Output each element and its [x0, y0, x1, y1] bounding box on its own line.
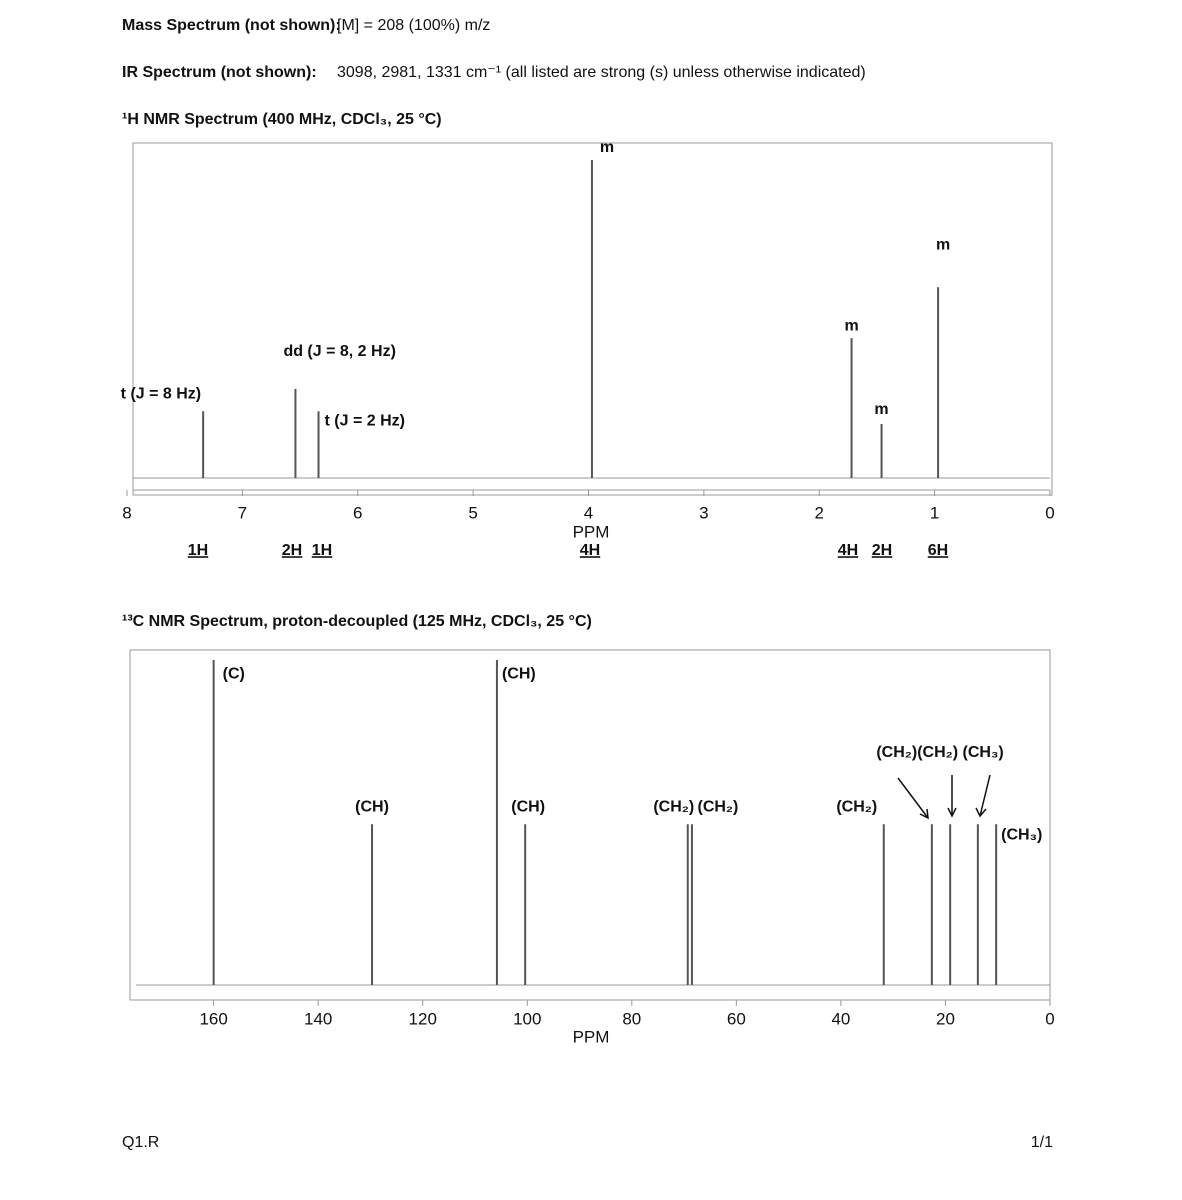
mass-text: [M] = 208 (100%) m/z [337, 17, 490, 34]
peak-label: (CH) [502, 665, 536, 682]
peak-label: m [936, 236, 950, 253]
integration: 1H [188, 542, 208, 559]
integration: 1H [312, 542, 332, 559]
integration: 6H [928, 542, 948, 559]
x-tick-label: 2 [815, 503, 824, 522]
c-frame [129, 649, 1051, 1001]
x-axis-label: PPM [573, 522, 610, 541]
x-tick-label: 20 [936, 1009, 955, 1028]
x-tick-label: 0 [1045, 1009, 1054, 1028]
peak-label: (CH₂) [836, 798, 877, 815]
x-tick-label: 1 [930, 503, 939, 522]
peak-label: m [874, 401, 888, 418]
peak-label: m [600, 139, 614, 156]
x-tick-label: 3 [699, 503, 708, 522]
x-tick-label: 4 [584, 503, 593, 522]
ir-label: IR Spectrum (not shown): [122, 64, 317, 81]
x-tick-label: 80 [622, 1009, 641, 1028]
group-label: (CH₂)(CH₂) (CH₃) [876, 744, 1003, 761]
x-tick-label: 7 [238, 503, 247, 522]
integration: 2H [872, 542, 892, 559]
x-tick-label: 120 [409, 1009, 437, 1028]
arrows [897, 774, 991, 820]
integration: 4H [580, 542, 600, 559]
footer-left: Q1.R [122, 1134, 159, 1151]
x-tick-label: 8 [122, 503, 131, 522]
x-tick-label: 6 [353, 503, 362, 522]
peak-label: (C) [223, 665, 245, 682]
x-tick-label: 140 [304, 1009, 332, 1028]
x-tick-label: 40 [831, 1009, 850, 1028]
peak-label: (CH₃) [1001, 826, 1042, 843]
peak-label: t (J = 8 Hz) [121, 385, 201, 402]
x-axis-label: PPM [573, 1027, 610, 1046]
h-nmr-title: ¹H NMR Spectrum (400 MHz, CDCl₃, 25 °C) [122, 111, 442, 128]
x-tick-label: 160 [199, 1009, 227, 1028]
c-nmr-title: ¹³C NMR Spectrum, proton-decoupled (125 … [122, 613, 592, 630]
peak-label: (CH₂) [697, 798, 738, 815]
peak-label: (CH) [511, 798, 545, 815]
ir-text: 3098, 2981, 1331 cm⁻¹ (all listed are st… [337, 64, 866, 81]
integration: 2H [282, 542, 302, 559]
integration: 4H [838, 542, 858, 559]
peak-label: t (J = 2 Hz) [325, 412, 405, 429]
peak-label: m [844, 317, 858, 334]
x-tick-label: 5 [468, 503, 477, 522]
footer-right: 1/1 [1031, 1134, 1053, 1151]
mass-label: Mass Spectrum (not shown): [122, 17, 341, 34]
x-tick-label: 100 [513, 1009, 541, 1028]
h-frame [132, 142, 1053, 496]
x-tick-label: 0 [1045, 503, 1054, 522]
x-tick-label: 60 [727, 1009, 746, 1028]
peak-label: dd (J = 8, 2 Hz) [283, 343, 395, 360]
peak-label: (CH₂) [653, 798, 694, 815]
peak-label: (CH) [355, 798, 389, 815]
